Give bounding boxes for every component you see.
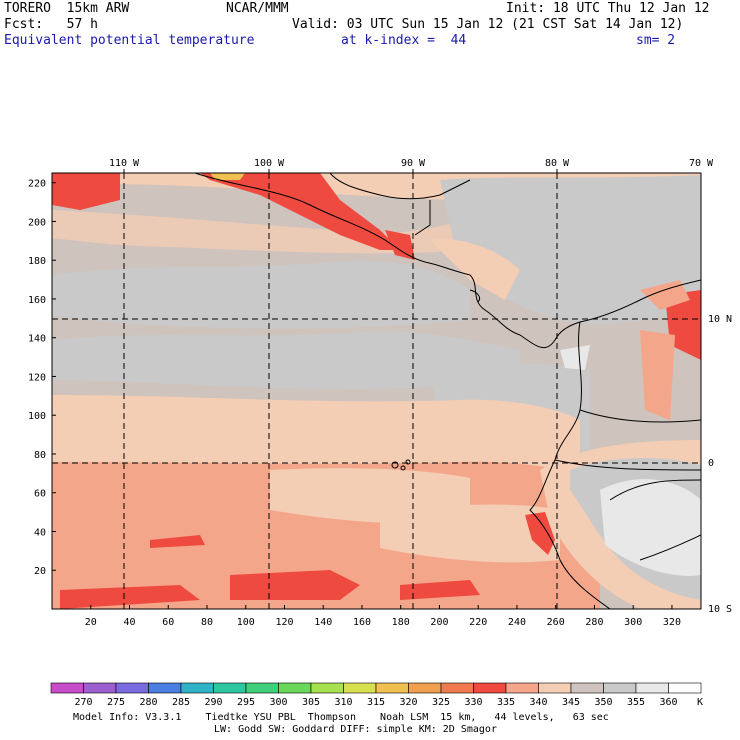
y-tick-label: 220 [28,179,46,190]
map-field [52,173,701,609]
model-name: TORERO 15km ARW [4,1,130,16]
x-tick-label: 240 [508,617,526,628]
y-tick-label: 140 [28,334,46,345]
lon-labels: 110 W 100 W 90 W 80 W 70 W [109,158,714,169]
x-tick-label: 160 [353,617,371,628]
colorbar-swatch [473,682,507,694]
x-tick-label: 140 [314,617,332,628]
valid-time: Valid: 03 UTC Sun 15 Jan 12 (21 CST Sat … [292,17,684,32]
field-name: Equivalent potential temperature [4,33,255,48]
lon-label: 110 W [109,158,140,169]
colorbar-swatch [635,682,669,694]
colorbar-labels: 270 275 280 285 290 295 300 305 310 315 320 325 330 3… [74,697,677,708]
x-tick-label: 80 [201,617,213,628]
y-tick-label: 20 [34,566,46,577]
lat-label: 10 S [708,604,732,615]
y-tick-label: 60 [34,489,46,500]
colorbar-label: 340 [529,697,547,708]
y-axis: 220 200 180 160 140 120 100 80 60 40 20 [28,179,56,577]
colorbar-swatch [440,682,474,694]
colorbar-swatch [213,682,247,694]
y-tick-label: 40 [34,527,46,538]
lat-labels: 10 N 0 10 S [708,314,732,615]
x-tick-label: 60 [162,617,174,628]
x-tick-label: 40 [123,617,135,628]
y-tick-label: 100 [28,411,46,422]
colorbar-label: 330 [464,697,482,708]
colorbar-label: 280 [139,697,157,708]
lon-ticks [123,169,558,173]
lat-label: 0 [708,458,714,469]
colorbar-label: 325 [432,697,450,708]
colorbar-label: 345 [562,697,580,708]
organization: NCAR/MMM [226,1,289,16]
x-tick-label: 180 [392,617,410,628]
colorbar [50,682,702,694]
colorbar-swatch [310,682,344,694]
colorbar-label: 285 [172,697,190,708]
x-tick-label: 120 [275,617,293,628]
colorbar-swatch [148,682,182,694]
colorbar-swatch [343,682,377,694]
colorbar-label: 315 [367,697,385,708]
colorbar-swatch [180,682,214,694]
forecast-hour: Fcst: 57 h [4,17,98,32]
graticule [52,173,701,609]
colorbar-swatch [668,682,702,694]
colorbar-label: 300 [269,697,287,708]
x-tick-label: 280 [585,617,603,628]
y-tick-label: 160 [28,295,46,306]
y-tick-label: 180 [28,256,46,267]
x-axis: 20 40 60 80 100 120 140 160 180 200 220 240 260 280 30… [85,605,681,628]
lon-label: 80 W [545,158,570,169]
colorbar-swatch [375,682,409,694]
init-time: Init: 18 UTC Thu 12 Jan 12 [506,1,710,16]
colorbar-swatch [570,682,604,694]
y-tick-label: 200 [28,217,46,228]
footer-model-info: Model Info: V3.3.1 Tiedtke YSU PBL Thomp… [73,712,609,723]
lat-label: 10 N [708,314,732,325]
colorbar-label: 310 [334,697,352,708]
x-tick-label: 200 [430,617,448,628]
x-tick-label: 320 [663,617,681,628]
colorbar-swatch [538,682,572,694]
colorbar-label: 350 [594,697,612,708]
x-tick-label: 300 [624,617,642,628]
colorbar-label: 335 [497,697,515,708]
colorbar-swatch [603,682,637,694]
y-tick-label: 120 [28,372,46,383]
lon-label: 100 W [254,158,285,169]
smoothing-info: sm= 2 [636,33,676,48]
colorbar-label: 360 [659,697,677,708]
y-tick-label: 80 [34,450,46,461]
colorbar-swatch [50,682,84,694]
lon-label: 70 W [689,158,714,169]
colorbar-label: 270 [74,697,92,708]
colorbar-swatch [408,682,442,694]
colorbar-swatch [245,682,279,694]
colorbar-label: 295 [237,697,255,708]
colorbar-label: 355 [627,697,645,708]
lon-label: 90 W [401,158,426,169]
x-tick-label: 20 [85,617,97,628]
colorbar-label: 320 [399,697,417,708]
colorbar-label: 305 [302,697,320,708]
colorbar-unit: K [697,697,703,708]
x-tick-label: 260 [547,617,565,628]
coastlines [194,173,701,609]
level-info: at k-index = 44 [341,33,467,48]
footer-physics-info: LW: Godd SW: Goddard DIFF: simple KM: 2D… [214,724,497,735]
colorbar-label: 275 [107,697,125,708]
x-tick-label: 100 [237,617,255,628]
map-frame [51,172,702,610]
colorbar-swatch [83,682,117,694]
colorbar-swatch [115,682,149,694]
x-tick-label: 220 [469,617,487,628]
colorbar-swatch [278,682,312,694]
colorbar-swatch [505,682,539,694]
colorbar-label: 290 [204,697,222,708]
